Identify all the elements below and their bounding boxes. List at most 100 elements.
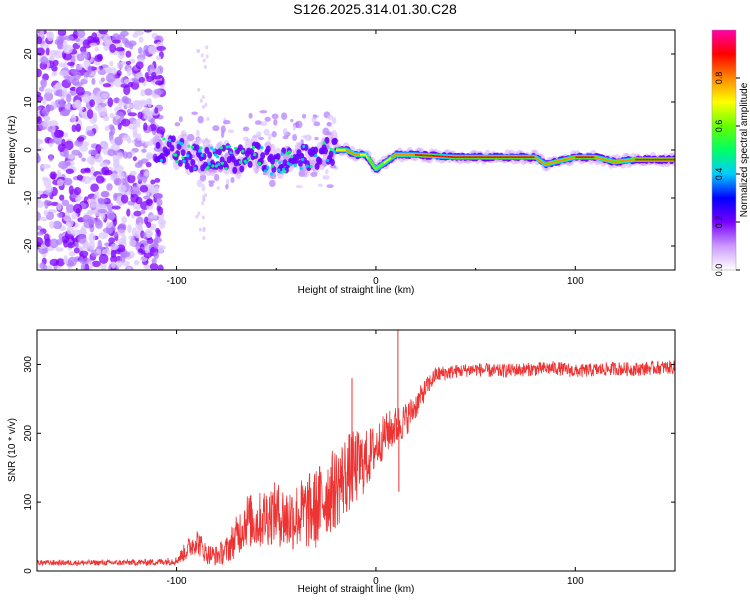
noise-blob — [263, 142, 271, 147]
y-tick-label: 20 — [23, 48, 34, 60]
noise-blob — [155, 227, 160, 234]
noise-blob — [63, 148, 69, 159]
noise-blob — [53, 129, 64, 138]
ridge-core — [260, 145, 264, 150]
noise-blob — [67, 242, 75, 249]
ridge-core — [220, 161, 225, 165]
x-tick-label: 0 — [373, 276, 379, 287]
noise-blob — [58, 70, 69, 77]
noise-blob — [295, 184, 304, 189]
noise-blob — [109, 113, 115, 119]
noise-blob — [146, 204, 154, 210]
noise-blob — [65, 103, 71, 110]
noise-blob — [271, 113, 279, 120]
noise-blob — [201, 201, 205, 206]
ridge-band — [190, 158, 196, 166]
noise-blob — [129, 170, 137, 176]
noise-blob — [202, 171, 206, 176]
ridge-band — [322, 147, 328, 155]
noise-blob — [90, 175, 97, 181]
ridge-core — [200, 153, 204, 158]
noise-blob — [49, 171, 57, 180]
noise-blob — [95, 175, 105, 184]
noise-blob — [113, 77, 122, 88]
noise-blob — [146, 98, 152, 104]
noise-blob — [59, 98, 66, 108]
noise-blob — [134, 141, 143, 148]
noise-blob — [101, 141, 109, 149]
noise-blob — [48, 154, 53, 162]
noise-blob — [220, 125, 226, 134]
ridge-core — [285, 151, 289, 155]
colorbar-tick-label: 0.2 — [714, 216, 724, 229]
noise-blob — [199, 98, 203, 103]
noise-blob — [208, 180, 216, 184]
noise-blob — [130, 185, 140, 195]
noise-blob — [42, 120, 52, 128]
ridge-core — [279, 170, 283, 175]
ridge-band — [176, 142, 182, 150]
noise-blob — [119, 113, 125, 119]
ridge-core — [198, 149, 202, 153]
ridge-core — [322, 141, 326, 145]
ridge-core — [238, 160, 242, 164]
noise-blob — [132, 120, 137, 127]
noise-blob — [202, 235, 206, 240]
noise-blob — [135, 61, 144, 70]
ridge-core — [199, 146, 203, 150]
noise-blob — [148, 214, 158, 219]
ridge-core — [227, 145, 232, 149]
noise-blob — [113, 178, 123, 186]
noise-blob — [149, 262, 159, 270]
noise-blob — [121, 251, 131, 258]
noise-blob — [126, 67, 132, 77]
noise-blob — [311, 116, 317, 123]
noise-blob — [97, 239, 103, 250]
x-tick-label: -100 — [167, 276, 187, 287]
y-tick-label: 200 — [23, 425, 34, 442]
noise-blob — [100, 262, 107, 270]
ridge-core — [289, 163, 293, 167]
noise-blob — [301, 113, 307, 119]
noise-blob — [148, 45, 157, 55]
noise-blob — [107, 202, 114, 212]
ridge-core — [329, 147, 333, 151]
noise-blob — [199, 174, 207, 182]
noise-blob — [104, 125, 110, 132]
noise-blob — [273, 119, 278, 126]
noise-blob — [186, 133, 195, 142]
noise-blob — [58, 160, 69, 170]
noise-blob — [116, 61, 124, 70]
ridge-core — [175, 160, 179, 164]
noise-blob — [153, 88, 164, 95]
noise-blob — [292, 134, 298, 142]
noise-blob — [137, 173, 144, 182]
noise-blob — [43, 209, 49, 216]
noise-blob — [86, 155, 96, 165]
noise-blob — [90, 202, 98, 208]
noise-blob — [322, 127, 330, 136]
ridge-core — [233, 146, 238, 150]
noise-blob — [37, 106, 42, 111]
noise-blob — [125, 103, 135, 109]
ridge-core — [280, 152, 284, 156]
ridge-core — [214, 164, 219, 168]
ridge-band — [216, 148, 222, 156]
noise-blob — [97, 197, 104, 204]
noise-blob — [73, 247, 80, 254]
noise-blob — [46, 265, 53, 270]
noise-blob — [128, 239, 137, 247]
noise-blob — [159, 221, 166, 230]
ridge-core — [309, 164, 313, 169]
noise-blob — [39, 30, 45, 38]
noise-blob — [144, 245, 150, 254]
y-tick-label: 10 — [23, 96, 34, 108]
noise-blob — [71, 212, 79, 220]
noise-blob — [200, 53, 204, 58]
noise-blob — [117, 200, 124, 206]
noise-blob — [135, 216, 144, 226]
noise-blob — [159, 84, 165, 90]
ridge-core — [333, 149, 337, 154]
noise-blob — [144, 88, 153, 96]
